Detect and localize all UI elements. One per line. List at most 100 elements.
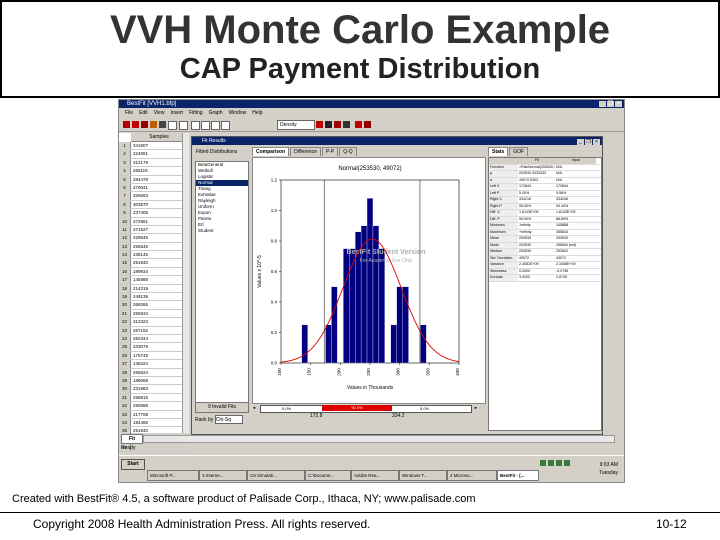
sample-row[interactable]: 16 189934 [119, 267, 187, 277]
sample-value[interactable]: 303870 [133, 201, 149, 207]
tray-icon[interactable] [564, 460, 570, 466]
stats-row[interactable]: Skewness 0.0000 -0.0796 [489, 268, 601, 275]
sample-value[interactable]: 282344 [133, 335, 149, 341]
distribution-item[interactable]: Expon [198, 210, 211, 215]
sample-row[interactable]: 26 175749 [119, 351, 187, 361]
taskbar-item[interactable]: Adobe Rea... [351, 470, 399, 481]
stats-row[interactable]: Maximum +Infinity 355634 [489, 229, 601, 236]
sample-value[interactable]: 249139 [133, 294, 149, 300]
slider-middle-region[interactable]: 90.0% [322, 405, 392, 411]
sample-value[interactable]: 267152 [133, 327, 149, 333]
sample-row[interactable]: 14 238145 [119, 251, 187, 260]
minimize-icon[interactable]: _ [599, 101, 606, 107]
sample-row[interactable]: 21 255634 [119, 309, 187, 319]
sample-value[interactable]: 189934 [133, 268, 149, 274]
sample-row[interactable]: 7 326663 [119, 192, 187, 201]
sample-value[interactable]: 272961 [133, 218, 149, 224]
taskbar-item[interactable]: BestFit - [... [497, 470, 539, 481]
bar-chart-icon[interactable] [141, 121, 148, 128]
sample-value[interactable]: 214319 [133, 285, 149, 291]
sample-value[interactable]: 256815 [133, 394, 149, 400]
sample-row[interactable]: 23 267152 [119, 326, 187, 335]
sample-row[interactable]: 20 269265 [119, 301, 187, 310]
sample-value[interactable]: 326663 [133, 193, 149, 199]
distribution-item[interactable]: Weibull [198, 168, 213, 173]
tab-qq[interactable]: Q-Q [339, 147, 357, 156]
delimiter-slider[interactable]: 90.0% 5.0% 5.0% 172.8 334.2 ◄ ► [252, 403, 484, 425]
overlay-icon[interactable] [343, 121, 350, 128]
restore-icon[interactable]: ❐ [607, 101, 614, 107]
report-icon[interactable] [150, 121, 157, 128]
sample-value[interactable]: 194465 [133, 419, 149, 425]
sample-row[interactable]: 17 145888 [119, 276, 187, 285]
sample-value[interactable]: 269265 [133, 302, 149, 308]
sample-value[interactable]: 237405 [133, 210, 149, 216]
tab-stats[interactable]: Stats [488, 147, 509, 156]
grid-icon[interactable] [168, 121, 177, 130]
sample-row[interactable]: 34 194465 [119, 418, 187, 428]
sample-row[interactable]: 13 256546 [119, 242, 187, 252]
distribution-item[interactable]: Erl [198, 222, 204, 227]
sample-row[interactable]: 3 312179 [119, 158, 187, 168]
tab-comparison[interactable]: Comparison [252, 147, 290, 156]
close-icon[interactable]: × [615, 101, 622, 107]
stats-row[interactable]: Diff. X 1.6143E+05 1.6143E+05 [489, 210, 601, 217]
tray-icon[interactable] [548, 460, 554, 466]
restore-icon[interactable]: ❐ [585, 139, 592, 145]
sample-row[interactable]: 33 217708 [119, 410, 187, 419]
sample-value[interactable]: 189069 [133, 377, 149, 383]
sample-row[interactable]: 10 272961 [119, 217, 187, 226]
zoom-icon[interactable] [355, 121, 362, 128]
taskbar-item[interactable]: 3 Interne... [199, 470, 247, 481]
sample-row[interactable]: 30 231983 [119, 385, 187, 394]
sample-row[interactable]: 9 237405 [119, 209, 187, 218]
stats-row[interactable]: Left P 5.00% 5.56% [489, 190, 601, 197]
sample-row[interactable]: 37 [119, 444, 187, 453]
sample-value[interactable]: 145888 [133, 277, 149, 283]
sample-value[interactable]: 341907 [133, 143, 149, 148]
taskbar-item[interactable]: 2 Microso... [447, 470, 497, 481]
right-arrow-icon[interactable]: ► [474, 405, 478, 410]
stats-row[interactable]: σ 49072.0303 N/A [489, 177, 601, 184]
stats-row[interactable]: Diff. P 90.00% 88.89% [489, 216, 601, 223]
menu-item[interactable]: View [153, 110, 165, 116]
distribution-item[interactable]: Normal [196, 180, 248, 186]
distribution-item[interactable]: BetaGeneral [198, 162, 224, 167]
stats-row[interactable]: Std. Deviation 49072 49072 [489, 255, 601, 262]
samples-scrollbar[interactable] [182, 133, 189, 433]
sample-row[interactable]: 22 312323 [119, 318, 187, 327]
stats-row[interactable]: Right P 95.00% 94.44% [489, 203, 601, 210]
sample-value[interactable]: 270041 [133, 184, 149, 190]
menu-item[interactable]: Fitting [188, 110, 203, 116]
sample-value[interactable]: 251840 [133, 260, 149, 266]
sample-value[interactable]: 284478 [133, 176, 149, 182]
sample-value[interactable]: 231983 [133, 386, 149, 392]
sample-value[interactable]: 251840 [133, 428, 149, 434]
stats-row[interactable]: Function=RiskNormal(253530,49072)N/A [489, 164, 601, 171]
fit-icon[interactable] [123, 121, 130, 128]
distribution-item[interactable]: Triang [198, 186, 211, 191]
tray-icon[interactable] [556, 460, 562, 466]
left-arrow-icon[interactable]: ◄ [252, 405, 256, 410]
sample-row[interactable]: 6 270041 [119, 183, 187, 193]
sample-row[interactable]: 5 284478 [119, 175, 187, 184]
marker-icon[interactable] [334, 121, 341, 128]
tab-difference[interactable]: Difference [290, 147, 321, 156]
distribution-item[interactable]: Pareto [198, 216, 212, 221]
stats-row[interactable]: Mode 253530 255840 [est] [489, 242, 601, 249]
menu-item[interactable]: Edit [139, 110, 148, 116]
list-icon[interactable] [211, 121, 220, 130]
menu-item[interactable]: Graph [208, 110, 223, 116]
sample-row[interactable]: 12 229545 [119, 234, 187, 243]
sample-row[interactable]: 19 249139 [119, 293, 187, 302]
sample-row[interactable]: 18 214319 [119, 284, 187, 294]
chart-icon[interactable] [132, 121, 139, 128]
stats-row[interactable]: Right X 334216 334246 [489, 197, 601, 204]
distribution-list[interactable]: BetaGeneral Weibull Logistic Normal Triang Ex… [195, 161, 249, 411]
sample-row[interactable]: 27 148324 [119, 360, 187, 369]
distribution-item[interactable]: Rayleigh [198, 198, 216, 203]
samples-sheet[interactable]: Samples 1 341907 2 224081 3 312179 4 266119 5 284… [119, 133, 188, 453]
delimiter-icon[interactable] [316, 121, 323, 128]
menu-item[interactable]: Window [228, 110, 247, 116]
sample-row[interactable]: 4 266119 [119, 167, 187, 176]
